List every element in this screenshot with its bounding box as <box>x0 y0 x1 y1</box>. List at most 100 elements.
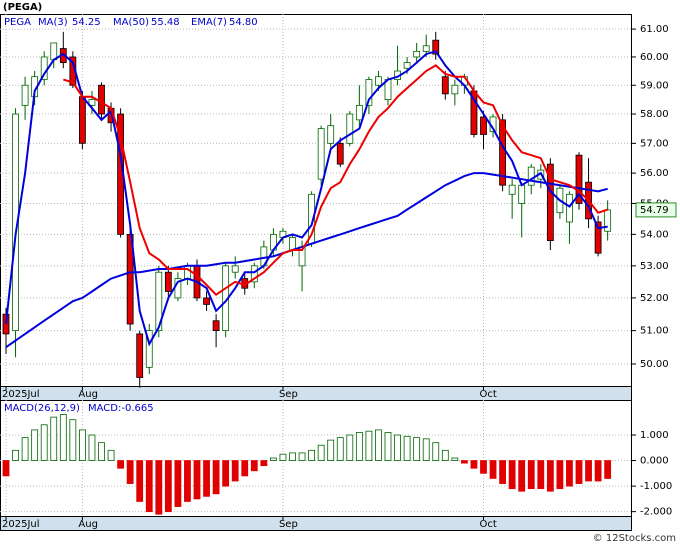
candle-body <box>88 99 96 106</box>
candle-body <box>203 297 210 305</box>
candle-body <box>546 163 554 242</box>
candle-body <box>136 333 144 378</box>
bar <box>422 438 430 461</box>
bar <box>145 460 153 513</box>
symbol-label: PEGA <box>4 17 31 28</box>
bar <box>298 452 306 461</box>
y-tick-label: 57.00 <box>640 138 669 149</box>
y-tick-label: 60.00 <box>640 52 669 63</box>
bar <box>79 429 86 461</box>
candle-body <box>79 96 86 144</box>
y-tick-label: 56.00 <box>640 168 669 179</box>
line-series <box>5 172 608 349</box>
bar <box>250 460 258 472</box>
bar <box>31 429 39 461</box>
bar <box>69 419 77 461</box>
legend-value: 54.25 <box>72 17 101 28</box>
candle-body <box>365 79 373 106</box>
candle-body <box>21 84 29 106</box>
x-tick-label: Sep <box>279 389 298 400</box>
x-tick-label: 2025Jul <box>2 389 40 400</box>
bar <box>203 460 210 497</box>
chart-title: MACD(26,12,9) <box>4 403 80 414</box>
candle-body <box>126 233 134 325</box>
bar <box>604 460 612 479</box>
candle-body <box>184 265 191 280</box>
bar <box>107 449 115 461</box>
candle-body <box>336 142 344 165</box>
bar <box>174 460 182 507</box>
bar <box>59 414 67 461</box>
candle-body <box>231 265 239 273</box>
bar <box>403 435 411 461</box>
legend-name: MA(3) <box>38 17 68 28</box>
bar <box>527 460 535 490</box>
bar <box>518 460 526 492</box>
bar <box>88 434 96 461</box>
legend-value: 55.48 <box>151 17 180 28</box>
candle-body <box>480 116 487 135</box>
bar <box>308 449 316 461</box>
candle-body <box>451 84 459 95</box>
bar <box>21 437 29 461</box>
x-tick-label: Oct <box>480 389 497 400</box>
candle-body <box>50 42 58 61</box>
bar <box>451 457 459 461</box>
bar <box>384 432 392 461</box>
last-price-label: 54.79 <box>640 205 669 216</box>
bar <box>317 444 325 461</box>
candle-body <box>250 265 258 283</box>
bar <box>193 460 201 500</box>
legend-value: 54.80 <box>229 17 258 28</box>
bar <box>50 416 58 461</box>
bar <box>556 460 564 490</box>
bar <box>413 437 421 461</box>
legend-name: EMA(7) <box>191 17 227 28</box>
candle-body <box>145 330 153 368</box>
bar <box>289 452 296 461</box>
candle-body <box>527 166 535 186</box>
bar <box>279 453 287 461</box>
x-axis-strip <box>0 516 632 531</box>
bar <box>222 460 230 487</box>
candle-body <box>164 271 172 292</box>
bar <box>269 457 277 461</box>
line-series <box>5 50 608 347</box>
bar <box>441 449 449 461</box>
bar <box>155 460 163 515</box>
candle-body <box>155 271 163 332</box>
plot-area <box>0 14 632 387</box>
candle-body <box>413 50 421 58</box>
bar <box>566 460 573 487</box>
chart-title: (PEGA) <box>3 2 42 13</box>
candle-body <box>604 209 612 232</box>
bar <box>98 442 105 461</box>
last-price-box <box>635 202 677 218</box>
candle-body <box>432 39 440 55</box>
bar <box>470 460 478 469</box>
bar <box>546 460 554 492</box>
bar <box>346 434 354 461</box>
candle-body <box>566 193 573 223</box>
bar <box>585 460 592 482</box>
bar <box>117 460 124 469</box>
x-tick-label: Aug <box>78 389 98 400</box>
bar <box>231 460 239 482</box>
bar <box>537 460 545 490</box>
y-tick-label: 51.00 <box>640 326 669 337</box>
candle-body <box>212 320 220 332</box>
candle-body <box>2 313 10 335</box>
bar <box>126 460 134 484</box>
bar <box>355 432 363 461</box>
x-tick-label: Oct <box>480 519 497 530</box>
plot-area <box>0 400 632 517</box>
bar <box>489 460 497 479</box>
y-tick-label: 58.00 <box>640 109 669 120</box>
candle-body <box>441 76 449 95</box>
y-tick-label: -2.000 <box>640 507 672 518</box>
candle-body <box>518 184 526 204</box>
candle-body <box>375 76 382 86</box>
legend-name: MA(50) <box>113 17 149 28</box>
bar <box>241 460 249 477</box>
